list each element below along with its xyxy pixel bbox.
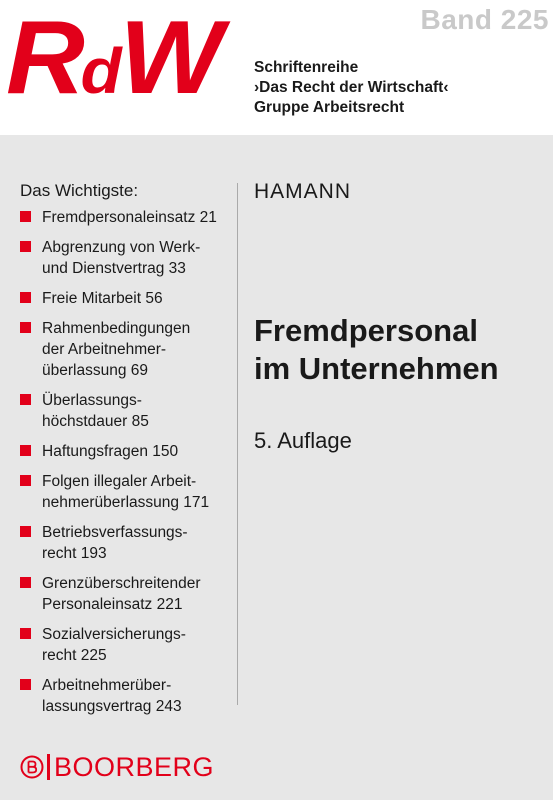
red-bullet-icon [20,322,31,333]
red-bullet-icon [20,394,31,405]
publisher-logo: BOORBERG [20,752,214,782]
red-bullet-icon [20,679,31,690]
highlight-item: Grenzüberschreitender Personaleinsatz 221 [20,573,232,615]
highlight-item: Haftungsfragen 150 [20,441,232,462]
cover-header: RdW Band 225 Schriftenreihe ›Das Recht d… [0,0,553,135]
highlight-text: recht 193 [42,545,107,562]
highlight-item: Überlassungs-höchstdauer 85 [20,390,232,432]
red-bullet-icon [20,628,31,639]
highlight-item: Rahmenbedingungen der Arbeitnehmer-überla… [20,318,232,381]
highlight-item: Fremdpersonaleinsatz 21 [20,207,232,228]
highlight-item: Arbeitnehmerüber-lassungsvertrag 243 [20,675,232,717]
logo-letter-r: R [6,0,85,116]
series-info: Schriftenreihe ›Das Recht der Wirtschaft… [254,58,449,118]
highlight-text: und Dienstvertrag 33 [42,260,186,277]
red-bullet-icon [20,577,31,588]
series-line: ›Das Recht der Wirtschaft‹ [254,79,449,96]
highlight-text: Abgrenzung von Werk- [42,239,201,256]
red-bullet-icon [20,241,31,252]
series-line: Schriftenreihe [254,59,359,76]
red-bullet-icon [20,211,31,222]
highlight-text: Haftungsfragen 150 [42,443,179,460]
volume-number: Band 225 [420,4,549,35]
highlights-heading: Das Wichtigste: [20,181,139,200]
highlight-text: Arbeitnehmerüber- [42,677,172,694]
highlight-text: Personaleinsatz 221 [42,596,183,613]
highlight-item: Folgen illegaler Arbeit-nehmerüberlassun… [20,471,232,513]
edition-label: 5. Auflage [254,428,352,453]
series-line: Gruppe Arbeitsrecht [254,99,405,116]
highlight-item: Betriebsverfassungs-recht 193 [20,522,232,564]
cover-panel [0,135,553,800]
highlight-text: Grenzüberschreitender [42,575,201,592]
highlight-item: Freie Mitarbeit 56 [20,288,232,309]
highlight-text: nehmerüberlassung 171 [42,494,210,511]
highlight-text: Freie Mitarbeit 56 [42,290,163,307]
publisher-name: BOORBERG [54,751,215,782]
boorberg-emblem-icon [20,755,44,779]
highlight-text: lassungsvertrag 243 [42,698,182,715]
highlight-text: Betriebsverfassungs- [42,524,188,541]
book-title: Fremdpersonal im Unternehmen [254,312,499,388]
column-divider [237,183,238,705]
title-line: Fremdpersonal [254,313,478,348]
logo-letter-w: W [119,0,223,116]
red-bullet-icon [20,475,31,486]
red-bullet-icon [20,292,31,303]
author-name: HAMANN [254,180,352,203]
highlights-list: Das Wichtigste: Fremdpersonaleinsatz 21 A… [20,180,232,726]
highlight-item: Sozialversicherungs-recht 225 [20,624,232,666]
rdw-logo: RdW [6,6,223,110]
red-bullet-icon [20,526,31,537]
highlight-text: höchstdauer 85 [42,413,149,430]
highlight-text: Folgen illegaler Arbeit- [42,473,197,490]
highlight-text: Überlassungs- [42,392,142,409]
logo-letter-d: d [80,35,122,107]
highlight-text: der Arbeitnehmer- [42,341,167,358]
highlight-text: Sozialversicherungs- [42,626,186,643]
highlight-item: Abgrenzung von Werk-und Dienstvertrag 33 [20,237,232,279]
red-bullet-icon [20,445,31,456]
title-line: im Unternehmen [254,351,499,386]
highlight-text: Rahmenbedingungen [42,320,191,337]
highlight-text: Fremdpersonaleinsatz 21 [42,209,217,226]
publisher-separator [47,754,50,780]
highlight-text: überlassung 69 [42,362,148,379]
highlight-text: recht 225 [42,647,107,664]
